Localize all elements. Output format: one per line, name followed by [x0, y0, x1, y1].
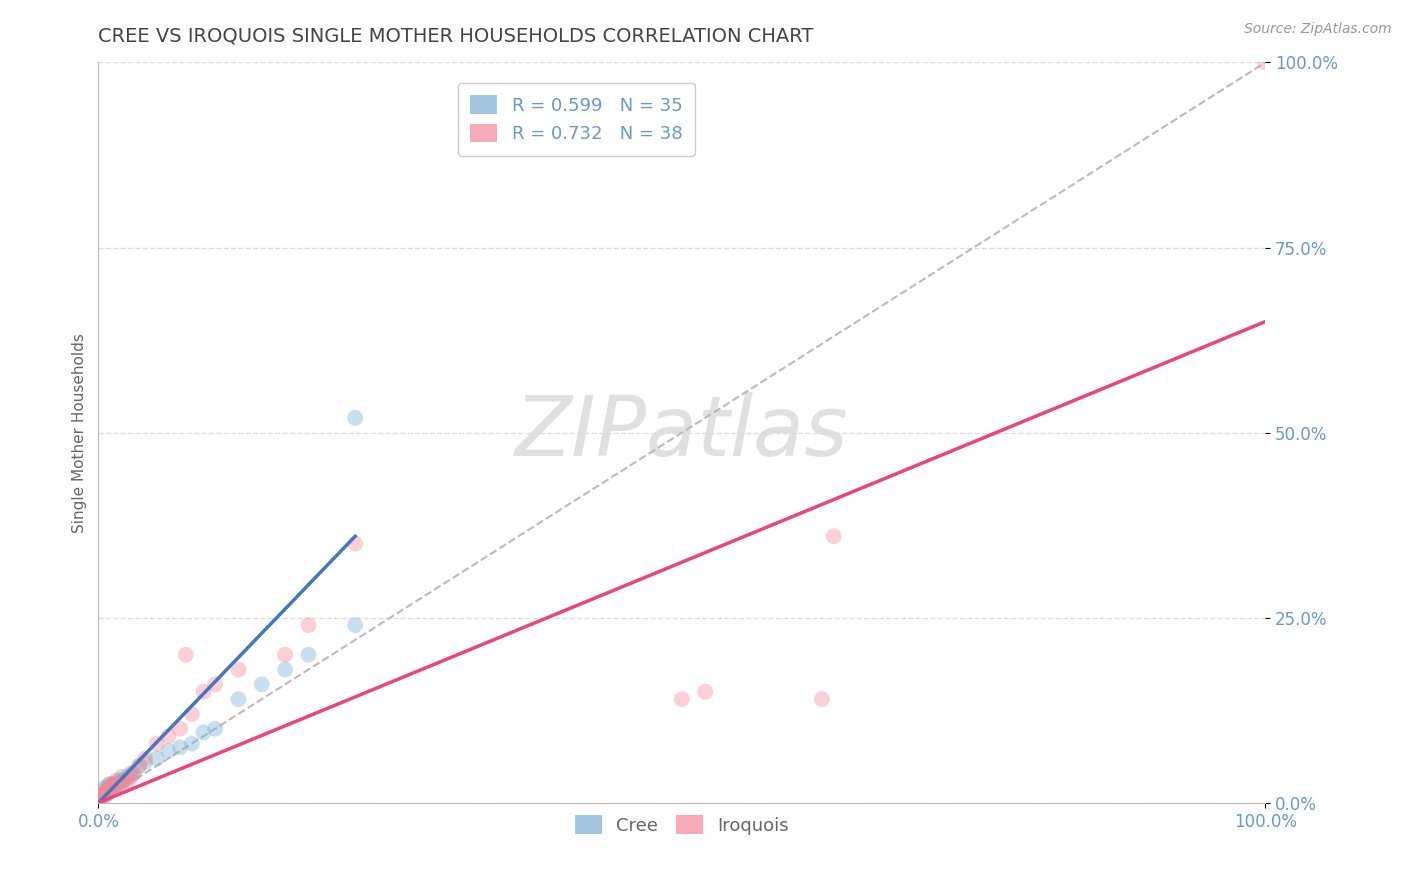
Point — [811, 692, 834, 706]
Point — [96, 785, 118, 799]
Point — [128, 758, 150, 772]
Point — [103, 777, 125, 791]
Point — [97, 780, 120, 795]
Point — [157, 744, 180, 758]
Point — [180, 737, 202, 751]
Point — [112, 773, 135, 788]
Point — [193, 685, 215, 699]
Point — [104, 773, 127, 788]
Point — [174, 648, 197, 662]
Point — [274, 663, 297, 677]
Point — [146, 737, 169, 751]
Point — [250, 677, 273, 691]
Point — [105, 780, 128, 795]
Point — [122, 766, 145, 780]
Point — [297, 648, 319, 662]
Point — [108, 777, 131, 791]
Point — [204, 722, 226, 736]
Point — [112, 773, 135, 788]
Point — [104, 777, 127, 791]
Point — [344, 618, 367, 632]
Point — [134, 751, 156, 765]
Point — [228, 663, 250, 677]
Point — [120, 770, 142, 784]
Point — [671, 692, 693, 706]
Point — [104, 777, 127, 791]
Legend: Cree, Iroquois: Cree, Iroquois — [564, 805, 800, 846]
Point — [100, 780, 122, 795]
Text: ZIPatlas: ZIPatlas — [515, 392, 849, 473]
Point — [823, 529, 845, 543]
Point — [97, 785, 120, 799]
Point — [103, 777, 125, 791]
Point — [101, 780, 124, 795]
Point — [111, 773, 134, 788]
Point — [344, 410, 367, 425]
Point — [97, 780, 120, 795]
Point — [94, 789, 117, 803]
Point — [105, 777, 128, 791]
Point — [344, 536, 367, 550]
Point — [90, 789, 112, 803]
Point — [117, 773, 139, 788]
Point — [104, 780, 127, 795]
Point — [111, 770, 134, 784]
Point — [128, 758, 150, 772]
Point — [98, 780, 121, 795]
Point — [98, 777, 121, 791]
Point — [93, 780, 115, 795]
Point — [193, 725, 215, 739]
Point — [122, 766, 145, 780]
Point — [98, 780, 121, 795]
Point — [108, 773, 131, 788]
Point — [117, 770, 139, 784]
Point — [101, 777, 124, 791]
Point — [97, 777, 120, 791]
Point — [120, 766, 142, 780]
Point — [169, 740, 191, 755]
Point — [180, 706, 202, 721]
Point — [228, 692, 250, 706]
Point — [274, 648, 297, 662]
Point — [134, 755, 156, 769]
Point — [91, 785, 114, 799]
Y-axis label: Single Mother Households: Single Mother Households — [72, 333, 87, 533]
Point — [146, 751, 169, 765]
Point — [204, 677, 226, 691]
Point — [695, 685, 717, 699]
Point — [1254, 55, 1277, 70]
Text: CREE VS IROQUOIS SINGLE MOTHER HOUSEHOLDS CORRELATION CHART: CREE VS IROQUOIS SINGLE MOTHER HOUSEHOLD… — [98, 27, 814, 45]
Point — [93, 785, 115, 799]
Point — [90, 789, 112, 803]
Point — [297, 618, 319, 632]
Point — [169, 722, 191, 736]
Point — [157, 729, 180, 743]
Point — [96, 785, 118, 799]
Text: Source: ZipAtlas.com: Source: ZipAtlas.com — [1244, 22, 1392, 37]
Point — [100, 780, 122, 795]
Point — [91, 789, 114, 803]
Point — [94, 789, 117, 803]
